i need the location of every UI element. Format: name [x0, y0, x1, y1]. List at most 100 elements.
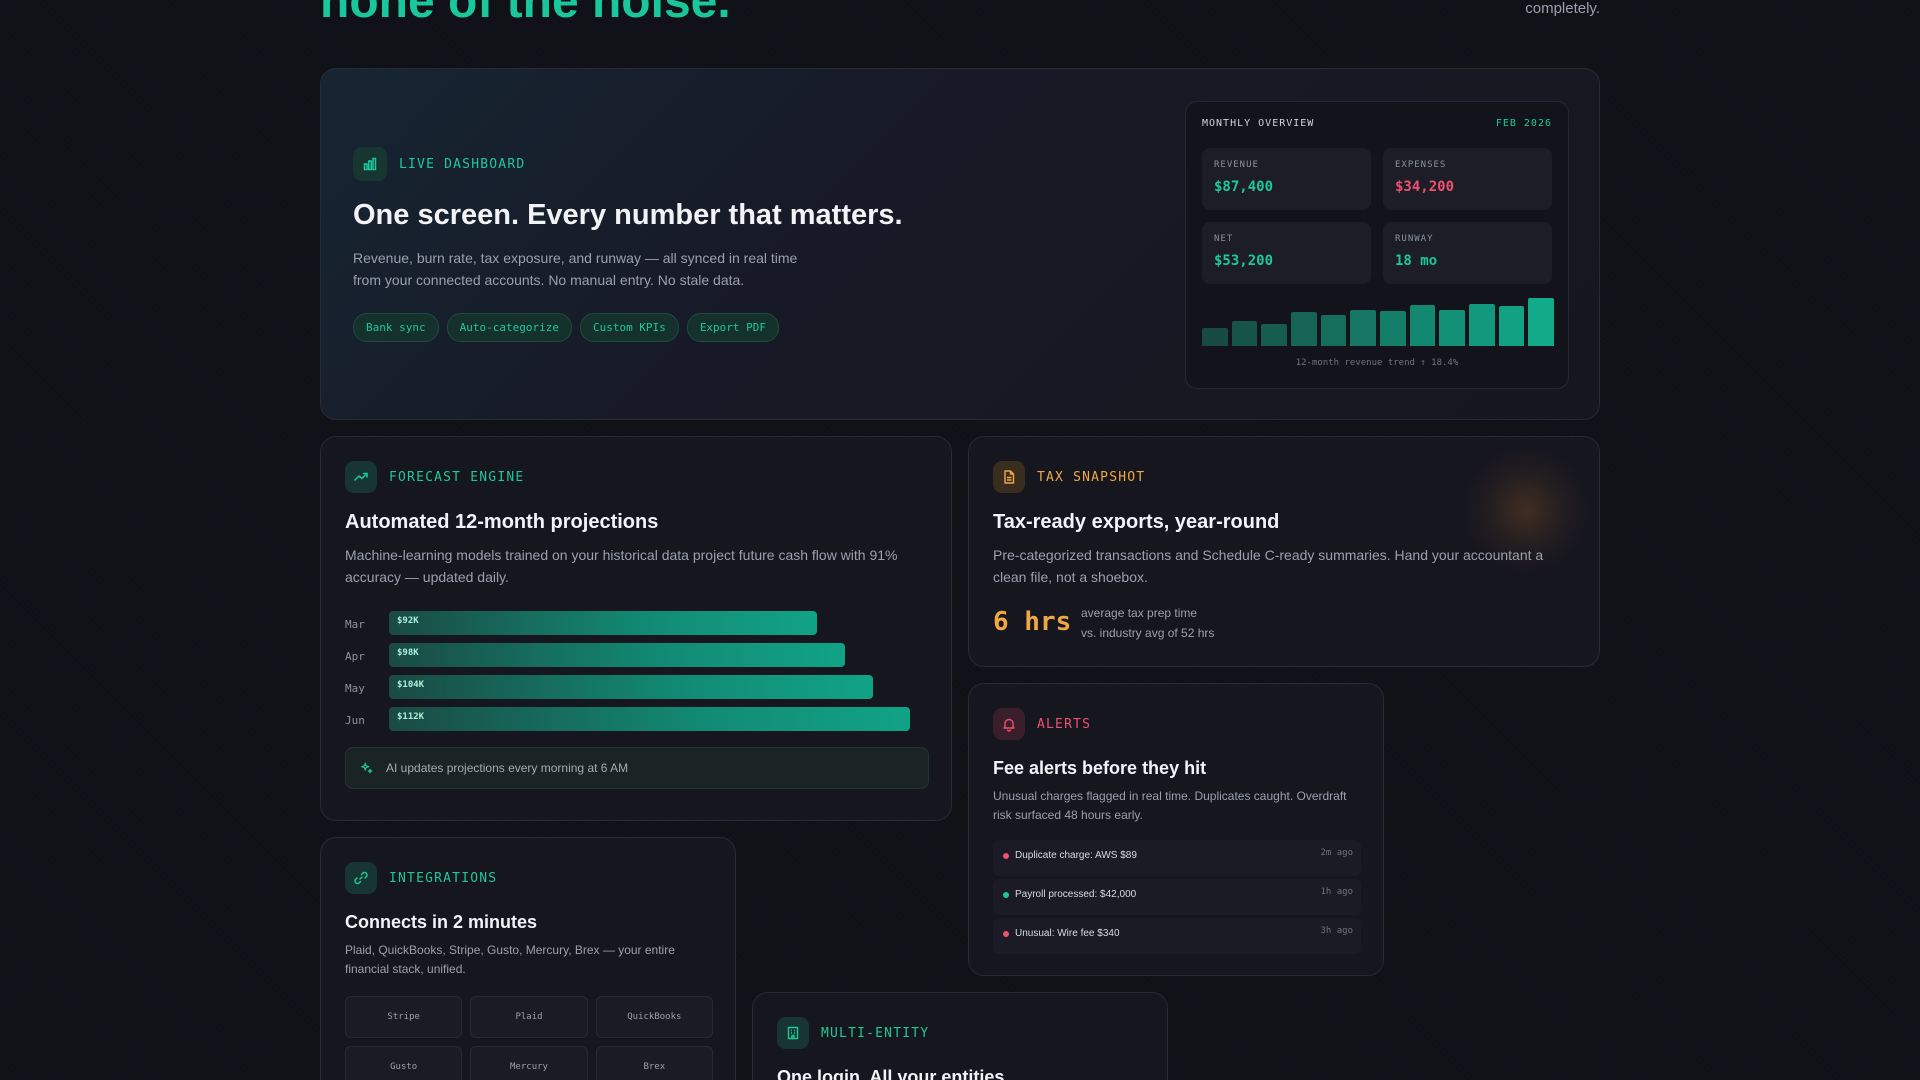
metric-label: NET: [1214, 234, 1234, 244]
forecast-tag-label: FORECAST ENGINE: [389, 469, 525, 485]
tax-description: Pre-categorized transactions and Schedul…: [993, 547, 1544, 585]
projection-bar: $98K: [389, 643, 846, 667]
integrations-card: INTEGRATIONS Connects in 2 minutes Plaid…: [320, 837, 736, 1080]
multi-entity-card: MULTI-ENTITY One login. All your entitie…: [752, 992, 1168, 1080]
metric-net: NET $53,200: [1202, 222, 1371, 284]
projection-bars: Mar $92K Apr $98K May $104K Jun $112K: [345, 611, 929, 739]
trend-bar: [1261, 324, 1288, 346]
ai-update-note: AI updates projections every morning at …: [345, 747, 929, 789]
projection-month: Jun: [345, 714, 365, 727]
integration-plaid[interactable]: Plaid: [470, 996, 588, 1038]
integrations-tag-label: INTEGRATIONS: [389, 870, 498, 886]
forecast-title: Automated 12-month projections: [345, 511, 659, 533]
trend-bar: [1320, 315, 1347, 346]
alert-text: Duplicate charge: AWS $89: [1015, 850, 1137, 861]
metric-value: $87,400: [1214, 179, 1274, 195]
alert-item[interactable]: Payroll processed: $42,000 1h ago: [993, 879, 1361, 915]
revenue-trend-caption: 12-month revenue trend ↑ 18.4%: [1295, 358, 1459, 368]
alert-text: Unusual: Wire fee $340: [1015, 928, 1120, 939]
hero-heading: none of the noise.: [320, 0, 731, 28]
alerts-card: ALERTS Fee alerts before they hit Unusua…: [968, 683, 1384, 976]
tax-tag: TAX SNAPSHOT: [993, 461, 1145, 493]
projection-row: Jun $112K: [345, 707, 929, 739]
integration-quickbooks[interactable]: QuickBooks: [595, 996, 713, 1038]
trend-bar: [1380, 311, 1406, 346]
projection-bar: $112K: [389, 707, 911, 731]
revenue-trend-bars: [1202, 298, 1555, 346]
chip-bank-sync[interactable]: Bank sync: [353, 313, 439, 342]
integration-grid: Stripe Plaid QuickBooks Gusto Mercury Br…: [345, 996, 713, 1080]
integrations-title: Connects in 2 minutes: [345, 912, 538, 932]
projection-row: May $104K: [345, 675, 929, 707]
metric-value: 18 mo: [1395, 253, 1438, 269]
integration-gusto[interactable]: Gusto: [345, 1046, 463, 1080]
decorative-glow: [1461, 445, 1591, 575]
bell-icon: [993, 708, 1025, 740]
metric-label: EXPENSES: [1395, 160, 1447, 170]
status-dot: [1003, 892, 1009, 898]
hero-subtitle: completely.: [1525, 0, 1600, 17]
ai-note-text: AI updates projections every morning at …: [386, 761, 629, 775]
integration-mercury[interactable]: Mercury: [470, 1046, 588, 1080]
metric-label: REVENUE: [1214, 160, 1259, 170]
entity-tag-label: MULTI-ENTITY: [821, 1025, 930, 1041]
dashboard-description: Revenue, burn rate, tax exposure, and ru…: [353, 250, 798, 288]
alert-text: Payroll processed: $42,000: [1015, 889, 1137, 900]
tax-snapshot-card: TAX SNAPSHOT Tax-ready exports, year-rou…: [968, 436, 1600, 667]
integration-brex[interactable]: Brex: [595, 1046, 713, 1080]
alert-time: 3h ago: [1320, 926, 1353, 936]
tax-title: Tax-ready exports, year-round: [993, 511, 1280, 533]
forecast-description: Machine-learning models trained on your …: [345, 547, 898, 585]
chip-auto-categorize[interactable]: Auto-categorize: [446, 313, 572, 342]
forecast-engine-card: FORECAST ENGINE Automated 12-month proje…: [320, 436, 952, 821]
projection-value: $92K: [397, 616, 419, 626]
dashboard-tag-label: LIVE DASHBOARD: [399, 156, 526, 172]
alert-item[interactable]: Duplicate charge: AWS $89 2m ago: [993, 840, 1361, 876]
overview-date: FEB 2026: [1495, 118, 1552, 129]
trend-bar: [1528, 298, 1555, 346]
trend-bar: [1439, 310, 1466, 346]
projection-row: Apr $98K: [345, 643, 929, 675]
trend-bar: [1202, 327, 1228, 346]
projection-track: $112K: [389, 707, 929, 731]
link-icon: [345, 862, 377, 894]
monthly-overview-panel: MONTHLY OVERVIEW FEB 2026 REVENUE $87,40…: [1185, 101, 1569, 389]
bar-chart-icon: [353, 147, 387, 181]
projection-value: $112K: [397, 712, 425, 722]
alerts-title: Fee alerts before they hit: [993, 758, 1207, 778]
projection-track: $104K: [389, 675, 929, 699]
trend-bar: [1291, 312, 1317, 346]
projection-month: May: [345, 682, 365, 695]
alert-item[interactable]: Unusual: Wire fee $340 3h ago: [993, 918, 1361, 954]
metric-expenses: EXPENSES $34,200: [1383, 148, 1552, 210]
tax-stat-note: average tax prep time vs. industry avg o…: [1081, 603, 1214, 643]
projection-month: Mar: [345, 618, 365, 631]
trend-bar: [1469, 303, 1495, 346]
tax-stat-line: vs. industry avg of 52 hrs: [1081, 626, 1215, 640]
projection-bar: $92K: [389, 611, 818, 635]
alert-list: Duplicate charge: AWS $89 2m ago Payroll…: [993, 840, 1361, 957]
integrations-tag: INTEGRATIONS: [345, 862, 497, 894]
chip-export-pdf[interactable]: Export PDF: [686, 313, 780, 342]
dashboard-tag: LIVE DASHBOARD: [353, 147, 525, 181]
trend-bar: [1498, 305, 1525, 346]
integrations-description: Plaid, QuickBooks, Stripe, Gusto, Mercur…: [345, 943, 675, 976]
metric-value: $53,200: [1214, 253, 1274, 269]
file-text-icon: [993, 461, 1025, 493]
live-dashboard-card: LIVE DASHBOARD One screen. Every number …: [320, 68, 1600, 420]
trending-up-icon: [345, 461, 377, 493]
chip-custom-kpis[interactable]: Custom KPIs: [579, 313, 679, 342]
dashboard-title: One screen. Every number that matters.: [353, 199, 903, 231]
alerts-tag: ALERTS: [993, 708, 1091, 740]
metric-value: $34,200: [1395, 179, 1455, 195]
projection-month: Apr: [345, 650, 365, 663]
metric-revenue: REVENUE $87,400: [1202, 148, 1371, 210]
integration-stripe[interactable]: Stripe: [345, 996, 463, 1038]
overview-title: MONTHLY OVERVIEW: [1202, 118, 1315, 129]
status-dot: [1003, 931, 1009, 937]
metric-runway: RUNWAY 18 mo: [1383, 222, 1552, 284]
status-dot: [1003, 853, 1009, 859]
projection-row: Mar $92K: [345, 611, 929, 643]
projection-bar: $104K: [389, 675, 874, 699]
tax-tag-label: TAX SNAPSHOT: [1037, 469, 1146, 485]
